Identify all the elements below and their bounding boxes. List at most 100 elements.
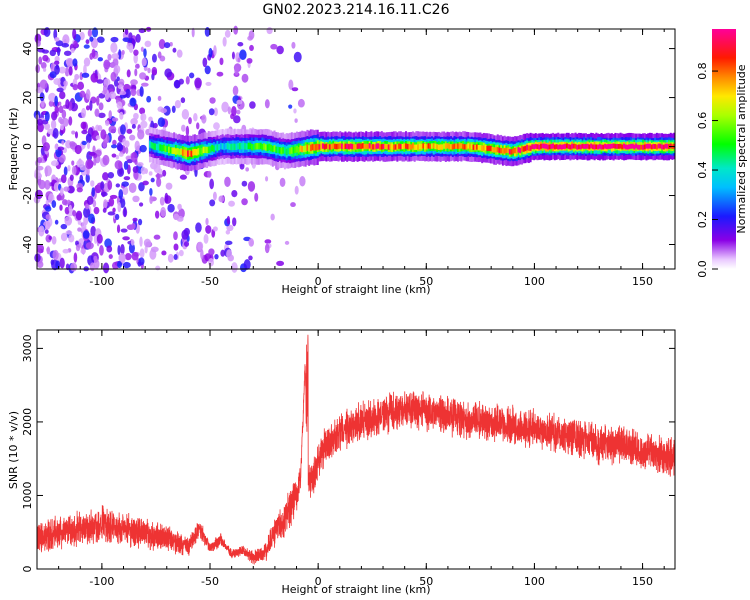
spectrogram-noise-cell (99, 245, 104, 256)
figure-title: GN02.2023.214.16.11.C26 (263, 2, 450, 18)
spectrogram-noise-cell (160, 206, 166, 217)
spectrogram-noise-cell (46, 246, 51, 255)
spectrogram-noise-cell (208, 248, 215, 256)
spectrogram-ridge-cell (360, 143, 363, 149)
spectrogram-ridge-cell (640, 144, 643, 150)
spectrogram-noise-cell (117, 201, 122, 213)
spectrogram-ridge-cell (602, 144, 605, 150)
spectrogram-ridge-cell (157, 143, 160, 150)
spectrogram-noise-cell (112, 139, 117, 146)
spectrogram-ridge-cell (526, 144, 529, 151)
spectrogram-ridge-cell (270, 144, 273, 152)
spectrogram-noise-cell (100, 181, 105, 191)
spectrogram-ridge-cell (174, 148, 177, 155)
spectrogram-ridge-cell (479, 145, 482, 151)
spectrogram-ridge-cell (195, 149, 198, 156)
spectrogram-ridge-cell (167, 146, 170, 154)
spectrogram-ridge-cell (662, 144, 665, 150)
spectrogram-ridge-cell (571, 143, 574, 149)
spectrogram-noise-cell (122, 138, 127, 146)
spectrogram-noise-cell (173, 231, 178, 241)
spectrogram-ridge-cell (559, 144, 562, 150)
spectrogram-noise-cell (59, 257, 65, 269)
spectrogram-ridge-cell (522, 146, 525, 152)
spectrogram-ridge-cell (180, 148, 183, 155)
snr-x-tick-label: 50 (419, 575, 433, 588)
spectrogram-ridge-cell (633, 144, 636, 150)
spectrogram-noise-cell (88, 151, 96, 156)
spectrogram-noise-cell (98, 112, 106, 119)
spectrogram-noise-cell (64, 206, 70, 215)
spectrogram-noise-cell (51, 111, 58, 121)
snr-y-axis-label: SNR (10 * v/v) (7, 411, 20, 489)
spectrogram-ridge-cell (256, 142, 259, 150)
spectrogram-ridge-cell (488, 145, 491, 152)
spectrogram-ridge-cell (424, 144, 427, 150)
spectrogram-ridge-cell (465, 144, 468, 150)
spectrogram-noise-cell (110, 36, 119, 43)
spectrogram-ridge-cell (619, 143, 622, 149)
spectrogram-noise-cell (89, 100, 93, 111)
spectrogram-noise-cell (73, 40, 78, 48)
spectrogram-ridge-cell (391, 143, 394, 150)
spectrogram-noise-cell (224, 240, 233, 246)
spectrogram-ridge-cell (460, 143, 463, 149)
spectrogram-noise-cell (173, 243, 179, 251)
spectrogram-ridge-cell (539, 143, 542, 149)
spectrogram-noise-cell (270, 43, 278, 50)
spectrogram-noise-cell (100, 191, 108, 197)
spectrogram-ridge-cell (380, 144, 383, 150)
spectrogram-ridge-cell (520, 146, 523, 152)
spectrogram-noise-cell (133, 49, 139, 56)
spectrogram-ridge-cell (588, 144, 591, 150)
spectrogram-noise-cell (40, 61, 47, 69)
spectrogram-noise-cell (231, 105, 237, 117)
spectrogram-noise-cell (138, 218, 143, 226)
spectrogram-noise-cell (136, 162, 144, 167)
spectrogram-noise-cell (77, 220, 82, 225)
spectrogram-noise-cell (180, 97, 186, 104)
spectrogram-ridge-cell (643, 144, 646, 150)
spectrogram-ridge-cell (579, 144, 582, 150)
spectrogram-noise-cell (132, 217, 138, 222)
spectrogram-ridge-cell (306, 144, 309, 151)
spectrogram-noise-cell (135, 33, 141, 43)
spectrogram-noise-cell (66, 57, 74, 69)
spectrogram-ridge-cell (273, 145, 276, 152)
spectrogram-noise-cell (231, 189, 238, 198)
spectrogram-noise-cell (115, 183, 121, 188)
spectrogram-ridge-cell (545, 143, 548, 149)
spectrogram-noise-cell (82, 230, 90, 239)
spectrogram-ridge-cell (342, 144, 345, 150)
spectrogram-ridge-cell (529, 145, 532, 151)
spectrogram-ridge-cell (624, 144, 627, 150)
spectrogram-ridge-cell (237, 142, 240, 150)
spectrogram-noise-cell (85, 242, 94, 250)
spectrogram-noise-cell (56, 46, 61, 57)
spectrogram-noise-cell (156, 177, 162, 188)
spectrogram-ridge-cell (432, 143, 435, 149)
spectrogram-noise-cell (294, 118, 298, 123)
spectrogram-ridge-cell (287, 147, 290, 154)
spectrogram-noise-cell (70, 47, 75, 53)
colorbar-tick-label: 0.6 (696, 112, 709, 129)
spectrogram-ridge-cell (341, 143, 344, 149)
spectrogram-noise-cell (118, 189, 124, 200)
spectrogram-noise-cell (39, 92, 45, 102)
spectrogram-ridge-cell (467, 143, 470, 149)
spectrogram-noise-cell (95, 135, 101, 140)
spectrogram-noise-cell (236, 99, 243, 105)
spectrogram-ridge-cell (155, 143, 158, 151)
spectrogram-ridge-cell (242, 142, 245, 150)
spectrogram-noise-cell (123, 176, 131, 181)
spectrogram-noise-cell (122, 37, 131, 42)
spectrogram-noise-cell (54, 60, 60, 65)
spectrogram-noise-cell (41, 49, 50, 54)
spectrogram-y-tick-label: -20 (21, 187, 34, 205)
spectrogram-noise-cell (49, 71, 57, 79)
spectrogram-ridge-cell (515, 148, 518, 154)
spectrogram-noise-cell (67, 185, 75, 194)
spectrogram-noise-cell (48, 235, 52, 240)
spectrogram-ridge-cell (173, 147, 176, 154)
